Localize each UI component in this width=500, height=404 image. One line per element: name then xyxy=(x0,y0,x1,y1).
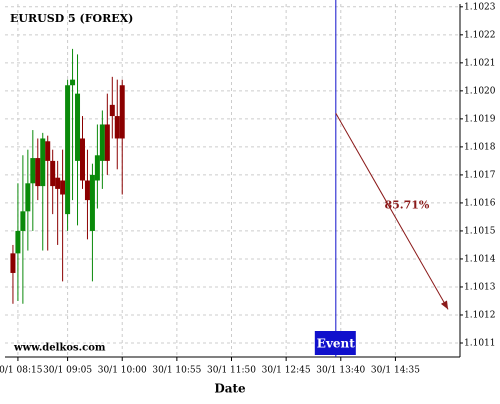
candle-body xyxy=(109,104,115,117)
chart-title: EURUSD 5 (FOREX) xyxy=(10,12,133,25)
y-tick-label: 1.1022 xyxy=(464,30,496,40)
candle-body xyxy=(70,79,76,86)
candle-body xyxy=(25,183,31,212)
watermark: www.delkos.com xyxy=(13,343,106,354)
candle-body xyxy=(75,93,81,161)
x-tick-label: 30/1 14:35 xyxy=(371,366,420,376)
event-label-box xyxy=(314,331,356,355)
y-tick-label: 1.1012 xyxy=(464,310,496,320)
y-tick-label: 1.1019 xyxy=(464,114,496,124)
y-tick-label: 1.1017 xyxy=(464,170,496,180)
y-tick-label: 1.1018 xyxy=(464,142,496,152)
candle-body xyxy=(40,138,46,187)
candle-body xyxy=(15,230,21,254)
x-tick-label: 30/1 13:40 xyxy=(316,366,365,376)
candle-body xyxy=(94,155,100,181)
candle-body xyxy=(114,116,120,139)
y-tick-label: 1.1015 xyxy=(464,226,496,236)
x-tick-label: 30/1 11:50 xyxy=(207,366,256,376)
event-label: Event xyxy=(317,337,355,351)
y-tick-label: 1.1021 xyxy=(464,58,496,68)
candle-body xyxy=(89,174,95,231)
candle-body xyxy=(10,253,16,273)
candle-body xyxy=(55,177,61,189)
x-tick-label: 30/1 12:45 xyxy=(262,366,311,376)
candle-body xyxy=(99,124,105,161)
arrow-head xyxy=(440,300,449,310)
x-tick-label: 30/1 08:15 xyxy=(0,366,43,376)
candle-body xyxy=(50,160,56,187)
candle-body xyxy=(104,124,110,161)
candle-body xyxy=(45,141,51,161)
y-tick-label: 1.1020 xyxy=(464,86,496,96)
x-tick-label: 30/1 10:55 xyxy=(152,366,201,376)
y-tick-label: 1.1013 xyxy=(464,282,496,292)
candle-body xyxy=(79,138,85,181)
y-tick-label: 1.1011 xyxy=(464,338,496,348)
y-tick-label: 1.1014 xyxy=(464,254,496,264)
candle-body xyxy=(35,158,41,187)
y-tick-label: 1.1016 xyxy=(464,198,496,208)
projection-label: 85.71% xyxy=(384,198,429,211)
candle-body xyxy=(20,211,26,231)
x-tick-label: 30/1 10:00 xyxy=(98,366,147,376)
candle-body xyxy=(65,85,71,215)
candle-body xyxy=(119,85,125,139)
x-tick-label: 30/1 09:05 xyxy=(43,366,92,376)
x-axis-label: Date xyxy=(214,382,246,396)
candle-body xyxy=(30,158,36,184)
candle-body xyxy=(84,180,90,201)
projection-arrow xyxy=(335,113,449,310)
candle-body xyxy=(60,180,66,195)
y-tick-label: 1.1023 xyxy=(464,2,496,12)
